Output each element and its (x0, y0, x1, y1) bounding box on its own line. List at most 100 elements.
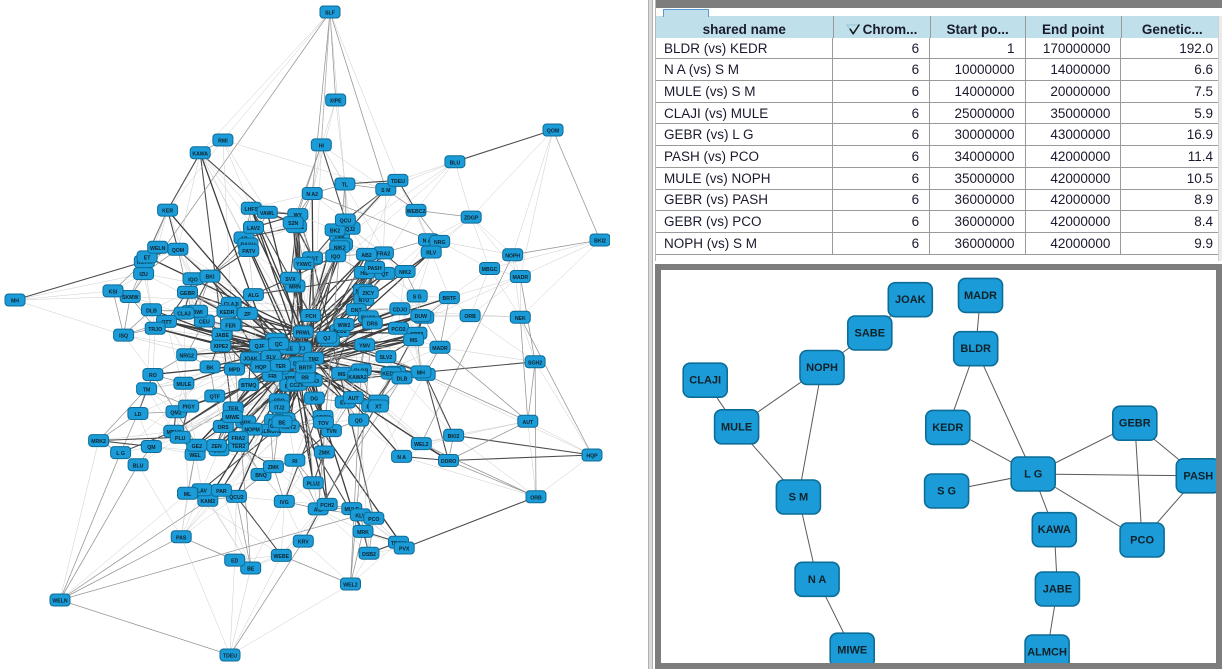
svg-text:ZMK: ZMK (319, 451, 330, 457)
svg-text:ALMCH: ALMCH (1027, 647, 1067, 659)
svg-text:QJ2: QJ2 (345, 227, 355, 233)
svg-text:ALG: ALG (248, 293, 259, 299)
svg-text:MBGC: MBGC (482, 267, 498, 273)
svg-text:ORB: ORB (464, 314, 476, 320)
svg-text:N A: N A (808, 574, 827, 586)
svg-text:WEBE: WEBE (274, 554, 290, 560)
svg-text:ED: ED (231, 559, 238, 565)
svg-text:MULE: MULE (177, 382, 192, 388)
svg-text:KSI: KSI (109, 290, 118, 296)
svg-text:LHFS: LHFS (245, 207, 259, 213)
svg-text:PLU2: PLU2 (307, 481, 320, 487)
svg-text:ORB: ORB (530, 495, 542, 501)
svg-text:KER: KER (162, 209, 173, 215)
svg-text:IQO: IQO (188, 277, 198, 283)
svg-text:NRG2: NRG2 (179, 353, 194, 359)
svg-text:PIGY: PIGY (182, 405, 195, 411)
svg-text:MRN: MRN (289, 285, 301, 291)
svg-text:TDEU: TDEU (391, 179, 405, 185)
svg-text:MRK2: MRK2 (91, 439, 106, 445)
svg-text:AB2: AB2 (361, 253, 371, 259)
svg-text:SGH2: SGH2 (528, 360, 542, 366)
svg-text:CDJO: CDJO (393, 307, 407, 313)
svg-text:RR: RR (301, 375, 309, 381)
svg-text:YXWC: YXWC (296, 262, 312, 268)
svg-text:BKI: BKI (206, 275, 215, 281)
svg-text:XT: XT (375, 405, 382, 411)
svg-text:PCO: PCO (1130, 535, 1154, 547)
svg-text:L G: L G (1024, 469, 1042, 481)
svg-text:BK2: BK2 (330, 229, 340, 235)
svg-text:IZU: IZU (139, 272, 148, 278)
svg-text:BRTF: BRTF (299, 366, 313, 372)
svg-text:MH: MH (11, 299, 19, 305)
svg-text:TVN: TVN (326, 429, 337, 435)
svg-text:S M: S M (381, 188, 390, 194)
svg-text:RMI: RMI (218, 139, 228, 145)
svg-text:QCU: QCU (340, 219, 352, 225)
svg-text:KEDR: KEDR (932, 422, 963, 434)
svg-text:PAR: PAR (216, 489, 227, 495)
svg-text:DLB: DLB (397, 377, 408, 383)
svg-text:N A2: N A2 (306, 192, 318, 198)
svg-text:WEL: WEL (189, 453, 201, 459)
svg-text:PCO2: PCO2 (391, 327, 405, 333)
svg-text:SABE: SABE (855, 328, 886, 340)
svg-text:RLV: RLV (426, 251, 437, 257)
svg-text:MADR: MADR (513, 275, 529, 281)
svg-text:TM: TM (143, 387, 151, 393)
svg-text:KRV: KRV (298, 540, 309, 546)
svg-text:MRK: MRK (357, 530, 369, 536)
svg-text:QOM: QOM (172, 248, 184, 254)
svg-text:ZMK: ZMK (268, 465, 279, 471)
svg-text:JOAK: JOAK (895, 294, 926, 306)
svg-text:XIPE2: XIPE2 (213, 344, 228, 350)
svg-text:PASH: PASH (1183, 470, 1213, 482)
svg-text:WEBC2: WEBC2 (407, 209, 426, 215)
svg-text:LAV2: LAV2 (247, 226, 260, 232)
svg-text:IQO: IQO (331, 254, 341, 260)
svg-text:NEK: NEK (515, 316, 526, 322)
svg-text:MPD: MPD (229, 368, 241, 374)
svg-text:KAM2: KAM2 (200, 499, 215, 505)
svg-text:PAS: PAS (176, 535, 187, 541)
svg-text:FRA2: FRA2 (377, 252, 391, 258)
svg-text:DSB2: DSB2 (362, 552, 376, 558)
svg-text:WEL2: WEL2 (414, 442, 429, 448)
svg-text:QJF: QJF (254, 344, 264, 350)
svg-text:BLU: BLU (450, 160, 461, 166)
svg-text:AUT: AUT (522, 420, 533, 426)
svg-text:DRS: DRS (367, 322, 378, 328)
svg-text:IVG: IVG (280, 500, 289, 506)
svg-text:TOV: TOV (318, 421, 329, 427)
svg-text:PASH: PASH (368, 266, 382, 272)
svg-text:WW2: WW2 (338, 323, 351, 329)
svg-text:YMV: YMV (359, 343, 371, 349)
svg-text:BLDR: BLDR (960, 343, 991, 355)
svg-text:SKMW: SKMW (122, 295, 139, 301)
svg-text:PRWL: PRWL (296, 331, 312, 337)
svg-text:TRJO: TRJO (148, 327, 162, 333)
svg-text:WEL2: WEL2 (343, 583, 358, 589)
svg-text:PCH2: PCH2 (320, 503, 334, 509)
svg-text:ML: ML (184, 492, 192, 498)
svg-text:QM: QM (147, 445, 155, 451)
svg-text:N A: N A (397, 455, 406, 461)
svg-text:QD: QD (355, 419, 363, 425)
svg-text:HI: HI (319, 144, 325, 150)
svg-text:DDRO: DDRO (441, 459, 456, 465)
svg-text:L G: L G (116, 451, 125, 457)
svg-text:MS: MS (410, 338, 418, 344)
svg-text:DUW: DUW (415, 314, 427, 320)
svg-text:SLF: SLF (325, 11, 335, 17)
svg-text:JABE: JABE (215, 333, 229, 339)
svg-text:FER: FER (225, 323, 236, 329)
svg-text:KAWA: KAWA (192, 151, 208, 157)
svg-text:JABE: JABE (1043, 584, 1072, 596)
svg-text:TDEU: TDEU (223, 654, 237, 660)
svg-text:BKI2: BKI2 (448, 434, 460, 440)
svg-text:ET: ET (144, 256, 151, 262)
svg-text:GEBR: GEBR (180, 291, 195, 297)
svg-text:BKI2: BKI2 (594, 239, 606, 245)
svg-text:BE: BE (278, 420, 286, 426)
